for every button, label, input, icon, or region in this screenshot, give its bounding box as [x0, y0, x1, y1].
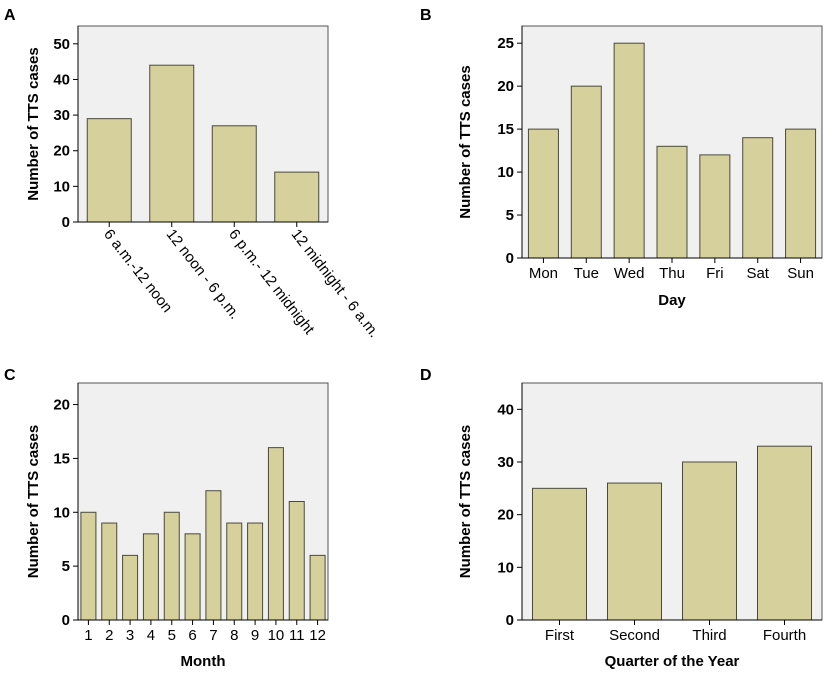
plot-area: [77, 382, 329, 621]
bar: [226, 522, 243, 621]
x-tick-label: Second: [609, 627, 660, 644]
y-tick-label: 30: [53, 107, 70, 124]
bar: [757, 445, 812, 621]
y-tick-label: 20: [497, 78, 514, 95]
y-tick-label: 40: [497, 401, 514, 418]
x-tick-label: 6 a.m.-12 noon: [100, 226, 176, 316]
x-tick-label: Wed: [614, 265, 645, 282]
x-tick-label: 12: [309, 627, 326, 644]
x-tick-label: Thu: [659, 265, 685, 282]
x-tick-label: Third: [692, 627, 726, 644]
bar: [607, 482, 662, 621]
panel-d: D 0 10 20 30 40 Number of TTS cases First Secon…: [420, 367, 823, 670]
bar: [163, 511, 180, 621]
panel-b-label: B: [420, 7, 432, 24]
y-tick-label: 0: [506, 612, 514, 629]
bar: [80, 511, 97, 621]
y-axis-label: Number of TTS cases: [25, 47, 42, 200]
y-axis-label: Number of TTS cases: [457, 425, 474, 578]
x-tick-label: 8: [230, 627, 238, 644]
bar: [86, 118, 132, 223]
bar: [142, 533, 159, 621]
panel-b-chart: 0 5 10 15 20 25 Number of TTS cases Mon Tue Wed Th…: [457, 25, 823, 309]
bar: [288, 501, 305, 621]
y-tick-label: 20: [53, 143, 70, 160]
y-tick-label: 15: [53, 450, 70, 467]
bar: [267, 447, 284, 621]
bar: [682, 461, 737, 621]
bar: [274, 171, 320, 223]
panel-b: B 0 5 10 15 20 25 Number of TTS cases Mon Tue Wed…: [420, 7, 823, 309]
x-tick-label: Mon: [529, 265, 558, 282]
y-tick-label: 5: [62, 558, 70, 575]
x-axis-label: Month: [181, 653, 226, 670]
bar: [613, 42, 645, 259]
x-tick-label: Fri: [706, 265, 724, 282]
y-tick-label: 20: [497, 507, 514, 524]
x-tick-label: First: [545, 627, 575, 644]
panel-c-label: C: [4, 367, 16, 384]
x-tick-label: 1: [84, 627, 92, 644]
x-tick-label: 9: [251, 627, 259, 644]
y-axis-label: Number of TTS cases: [25, 425, 42, 578]
bar: [101, 522, 118, 621]
y-tick-label: 40: [53, 71, 70, 88]
x-tick-label: 2: [105, 627, 113, 644]
y-tick-label: 30: [497, 454, 514, 471]
bar: [149, 64, 195, 223]
y-tick-label: 0: [62, 612, 70, 629]
panel-a-chart: 0 10 20 30 40 50 Number of TTS cases 6 a.m.-12 …: [25, 25, 383, 341]
x-tick-label: 7: [209, 627, 217, 644]
y-axis-label: Number of TTS cases: [457, 65, 474, 218]
bar: [309, 554, 326, 621]
bar: [247, 522, 264, 621]
panel-a-label: A: [4, 7, 16, 24]
panel-d-label: D: [420, 367, 432, 384]
x-tick-label: 4: [147, 627, 155, 644]
x-tick-label: Fourth: [763, 627, 806, 644]
x-axis-label: Quarter of the Year: [605, 653, 740, 670]
x-tick-label: Sun: [787, 265, 814, 282]
y-tick-label: 10: [497, 559, 514, 576]
x-tick-label: 11: [289, 627, 305, 644]
bar: [570, 85, 602, 259]
y-tick-label: 0: [62, 214, 70, 231]
bar: [184, 533, 201, 621]
x-tick-label: 5: [168, 627, 176, 644]
bar: [527, 128, 559, 259]
y-tick-label: 0: [506, 250, 514, 267]
x-tick-label: Tue: [574, 265, 599, 282]
y-tick-label: 10: [53, 178, 70, 195]
panel-a: A 0 10 20 30 40 50 Number of TTS cases 6 a.m.-1…: [4, 7, 383, 341]
y-tick-label: 50: [53, 36, 70, 53]
bar: [785, 128, 817, 259]
bar: [211, 125, 257, 223]
y-tick-label: 10: [53, 504, 70, 521]
y-tick-label: 10: [497, 164, 514, 181]
bar: [699, 154, 731, 259]
y-tick-label: 5: [506, 207, 514, 224]
bar: [532, 487, 587, 621]
bar: [656, 145, 688, 259]
y-tick-label: 25: [497, 35, 514, 52]
y-tick-label: 15: [497, 121, 514, 138]
y-tick-label: 20: [53, 397, 70, 414]
x-tick-label: 10: [268, 627, 285, 644]
x-tick-label: 6: [188, 627, 196, 644]
bar: [205, 490, 222, 621]
panel-d-chart: 0 10 20 30 40 Number of TTS cases First Second T…: [457, 382, 823, 670]
bar: [742, 137, 774, 259]
x-axis-label: Day: [658, 292, 686, 309]
x-tick-label: 3: [126, 627, 134, 644]
x-tick-label: Sat: [746, 265, 769, 282]
bar: [122, 554, 139, 621]
